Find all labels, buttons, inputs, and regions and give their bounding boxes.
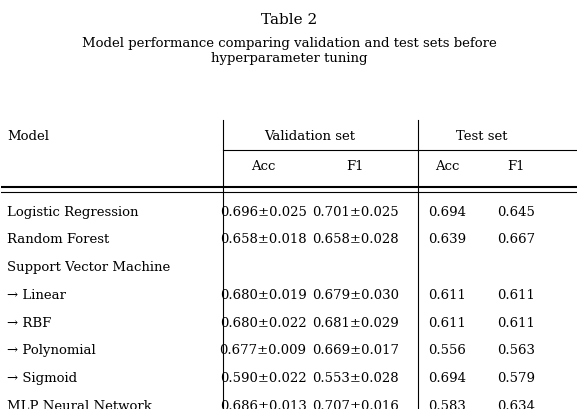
Text: 0.667: 0.667 — [497, 233, 535, 246]
Text: 0.680±0.022: 0.680±0.022 — [220, 316, 306, 329]
Text: Acc: Acc — [251, 160, 275, 173]
Text: → Sigmoid: → Sigmoid — [7, 371, 77, 384]
Text: 0.694: 0.694 — [428, 371, 466, 384]
Text: 0.696±0.025: 0.696±0.025 — [220, 205, 306, 218]
Text: 0.556: 0.556 — [428, 344, 466, 357]
Text: 0.611: 0.611 — [428, 316, 466, 329]
Text: 0.686±0.013: 0.686±0.013 — [220, 399, 306, 409]
Text: 0.658±0.028: 0.658±0.028 — [312, 233, 398, 246]
Text: 0.611: 0.611 — [428, 288, 466, 301]
Text: Model performance comparing validation and test sets before
hyperparameter tunin: Model performance comparing validation a… — [81, 37, 497, 65]
Text: F1: F1 — [346, 160, 364, 173]
Text: 0.563: 0.563 — [497, 344, 535, 357]
Text: 0.658±0.018: 0.658±0.018 — [220, 233, 306, 246]
Text: F1: F1 — [507, 160, 525, 173]
Text: 0.679±0.030: 0.679±0.030 — [312, 288, 399, 301]
Text: Random Forest: Random Forest — [7, 233, 109, 246]
Text: 0.694: 0.694 — [428, 205, 466, 218]
Text: 0.590±0.022: 0.590±0.022 — [220, 371, 306, 384]
Text: Table 2: Table 2 — [261, 13, 317, 27]
Text: 0.553±0.028: 0.553±0.028 — [312, 371, 398, 384]
Text: → Polynomial: → Polynomial — [7, 344, 96, 357]
Text: → Linear: → Linear — [7, 288, 66, 301]
Text: Logistic Regression: Logistic Regression — [7, 205, 139, 218]
Text: 0.707±0.016: 0.707±0.016 — [312, 399, 399, 409]
Text: 0.583: 0.583 — [428, 399, 466, 409]
Text: 0.579: 0.579 — [497, 371, 535, 384]
Text: MLP Neural Network: MLP Neural Network — [7, 399, 152, 409]
Text: Acc: Acc — [435, 160, 460, 173]
Text: 0.639: 0.639 — [428, 233, 466, 246]
Text: 0.645: 0.645 — [497, 205, 535, 218]
Text: 0.681±0.029: 0.681±0.029 — [312, 316, 398, 329]
Text: Model: Model — [7, 129, 49, 142]
Text: 0.680±0.019: 0.680±0.019 — [220, 288, 306, 301]
Text: 0.701±0.025: 0.701±0.025 — [312, 205, 398, 218]
Text: Validation set: Validation set — [264, 129, 355, 142]
Text: 0.611: 0.611 — [497, 316, 535, 329]
Text: 0.634: 0.634 — [497, 399, 535, 409]
Text: → RBF: → RBF — [7, 316, 51, 329]
Text: 0.611: 0.611 — [497, 288, 535, 301]
Text: Support Vector Machine: Support Vector Machine — [7, 261, 171, 274]
Text: 0.677±0.009: 0.677±0.009 — [220, 344, 306, 357]
Text: 0.669±0.017: 0.669±0.017 — [312, 344, 399, 357]
Text: Test set: Test set — [456, 129, 507, 142]
